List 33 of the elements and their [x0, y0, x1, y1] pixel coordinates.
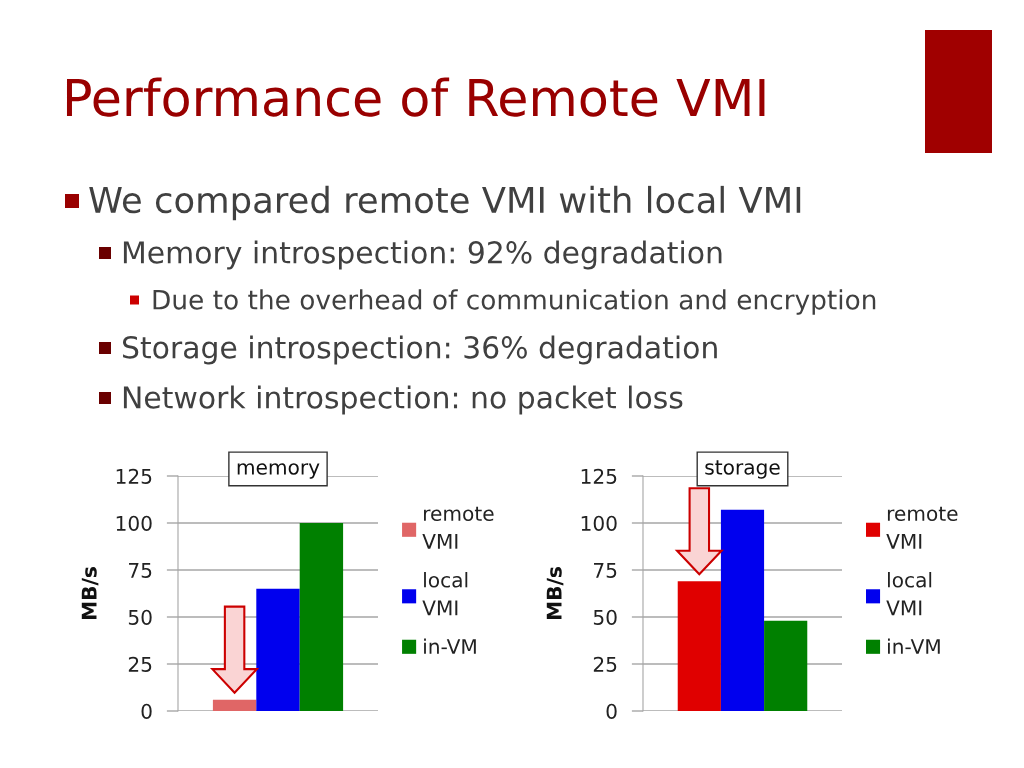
bar: [764, 620, 808, 711]
y-tick-label: 125: [581, 468, 617, 484]
legend-label: remote VMI: [422, 506, 494, 549]
legend-label: in-VM: [424, 638, 476, 654]
y-tick-label: 100: [581, 515, 617, 531]
y-tick-label: 25: [128, 656, 152, 672]
bar: [720, 509, 765, 711]
text: Storage introspection: 36% degradation: [122, 335, 717, 365]
legend-label: remote VMI: [886, 506, 958, 549]
legend-label: in-VM: [888, 638, 940, 654]
chart-title: storage: [705, 460, 780, 479]
y-axis-title: MB/s: [546, 567, 564, 620]
y-tick-label: 0: [606, 703, 617, 719]
legend-label: local VMI: [422, 572, 468, 616]
y-tick-label: 50: [128, 609, 152, 625]
y-axis-title: MB/s: [81, 567, 99, 620]
text: Network introspection: no packet loss: [123, 385, 683, 415]
y-tick-label: 25: [593, 656, 617, 672]
text: Performance of Remote VMI: [66, 77, 765, 117]
bar: [677, 581, 721, 711]
text: Memory introspection: 92% degradation: [123, 240, 722, 270]
y-tick-label: 125: [116, 468, 152, 484]
text: We compared remote VMI with local VMI: [89, 185, 801, 221]
y-tick-label: 100: [116, 515, 152, 531]
chart-title: memory: [237, 463, 320, 479]
y-tick-label: 0: [141, 703, 152, 719]
y-tick-label: 50: [593, 609, 617, 625]
legend-label: local VMI: [886, 572, 932, 616]
text: Due to the overhead of communication and encryption: [153, 289, 876, 315]
y-tick-label: 75: [129, 562, 152, 578]
y-tick-label: 75: [594, 562, 617, 578]
bar: [299, 523, 344, 711]
bar: [212, 699, 257, 711]
